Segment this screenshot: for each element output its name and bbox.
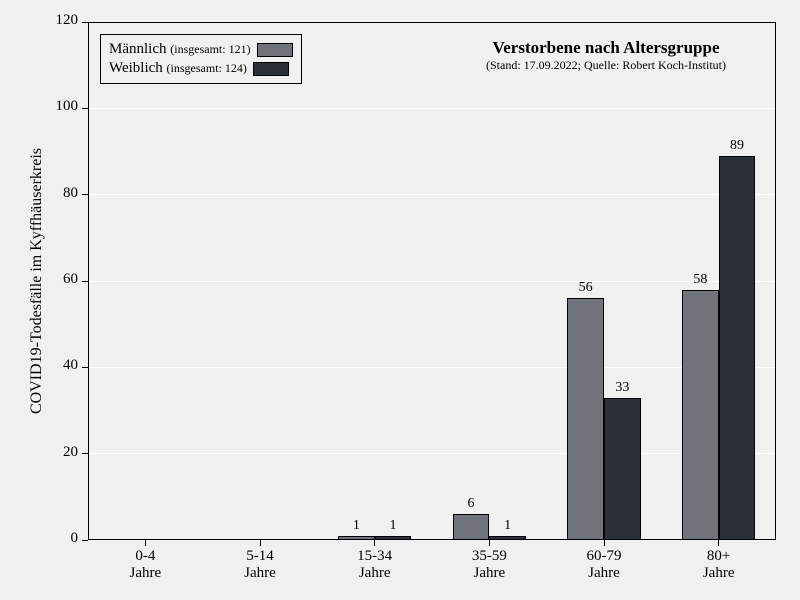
ytick (82, 453, 88, 454)
ytick (82, 281, 88, 282)
bar (489, 536, 526, 540)
bar (719, 156, 756, 540)
ytick-label: 100 (0, 98, 78, 115)
ytick-label: 120 (0, 12, 78, 29)
y-axis-label: COVID19-Todesfälle im Kyffhäuserkreis (28, 121, 46, 441)
bar (375, 536, 412, 540)
gridline (89, 367, 775, 368)
bar-value-label: 1 (479, 518, 536, 534)
gridline (89, 194, 775, 195)
chart-title-block: Verstorbene nach Altersgruppe(Stand: 17.… (446, 38, 766, 73)
legend-label: Weiblich (insgesamt: 124) (109, 60, 247, 77)
ytick-label: 0 (0, 530, 78, 547)
xtick (260, 540, 261, 546)
ytick (82, 22, 88, 23)
bar-value-label: 33 (594, 380, 651, 396)
xtick-label: 35-59 Jahre (432, 548, 547, 582)
legend-label: Männlich (insgesamt: 121) (109, 41, 251, 58)
gridline (89, 453, 775, 454)
bar (682, 290, 719, 540)
xtick (374, 540, 375, 546)
xtick-label: 80+ Jahre (661, 548, 776, 582)
legend-item: Männlich (insgesamt: 121) (109, 41, 293, 58)
xtick (145, 540, 146, 546)
bar-value-label: 89 (709, 138, 766, 154)
ytick (82, 108, 88, 109)
bar-value-label: 1 (365, 518, 422, 534)
bar-value-label: 6 (443, 496, 500, 512)
chart-subtitle: (Stand: 17.09.2022; Quelle: Robert Koch-… (446, 58, 766, 73)
legend-swatch (257, 43, 293, 57)
xtick-label: 60-79 Jahre (547, 548, 662, 582)
xtick-label: 15-34 Jahre (317, 548, 432, 582)
bar (338, 536, 375, 540)
legend-swatch (253, 62, 289, 76)
xtick (718, 540, 719, 546)
chart-container: 020406080100120COVID19-Todesfälle im Kyf… (0, 0, 800, 600)
ytick (82, 540, 88, 541)
chart-title: Verstorbene nach Altersgruppe (446, 38, 766, 58)
ytick-label: 20 (0, 444, 78, 461)
bar (567, 298, 604, 540)
xtick-label: 5-14 Jahre (203, 548, 318, 582)
gridline (89, 108, 775, 109)
bar-value-label: 56 (557, 280, 614, 296)
legend-item: Weiblich (insgesamt: 124) (109, 60, 293, 77)
ytick (82, 367, 88, 368)
xtick (489, 540, 490, 546)
xtick (604, 540, 605, 546)
bar (604, 398, 641, 540)
legend: Männlich (insgesamt: 121) Weiblich (insge… (100, 34, 302, 84)
ytick (82, 194, 88, 195)
xtick-label: 0-4 Jahre (88, 548, 203, 582)
